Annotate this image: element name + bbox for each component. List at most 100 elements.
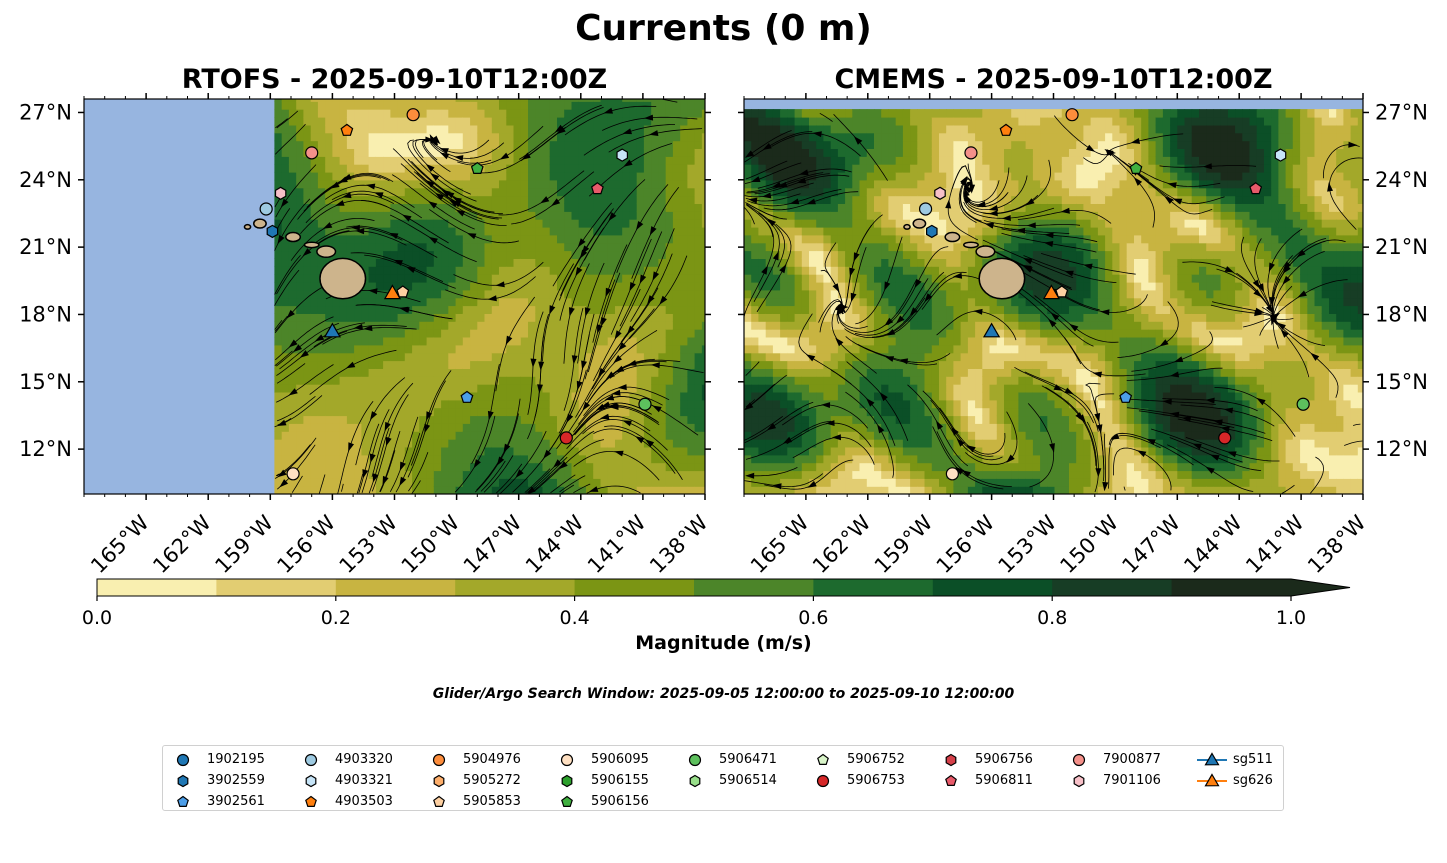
pentagon-marker-icon: [561, 795, 573, 807]
circle-marker-icon: [304, 753, 318, 767]
y-tick-label: 12°N: [19, 437, 72, 461]
x-tick-label: 156°W: [932, 510, 1000, 578]
colorbar-bin: [932, 579, 1053, 596]
cmems-panel-title: CMEMS - 2025-09-10T12:00Z: [834, 64, 1273, 95]
platform-4903503-marker: [340, 123, 354, 136]
platform-4903321-marker: [616, 148, 628, 162]
y-tick-label: 24°N: [19, 168, 72, 192]
colorbar-bin: [574, 579, 695, 596]
pentagon-marker-icon: [433, 795, 445, 807]
platform-5906095-marker: [945, 467, 959, 481]
platform-5906156-marker: [470, 161, 484, 174]
x-tick-label: 153°W: [994, 510, 1062, 578]
circle-marker-icon: [432, 753, 446, 767]
colorbar-tick-label: 0.4: [559, 607, 589, 629]
x-tick-label: 165°W: [746, 510, 814, 578]
circle-marker-icon: [1072, 753, 1086, 767]
colorbar-bin: [455, 579, 576, 596]
rtofs-panel-title: RTOFS - 2025-09-10T12:00Z: [181, 64, 608, 95]
legend-label: 5906471: [719, 752, 777, 767]
island: [912, 218, 927, 229]
platform-3902559-marker: [266, 224, 279, 239]
legend-label: 7901106: [1103, 773, 1161, 788]
platform-5906811-marker: [1249, 182, 1263, 195]
platform-5906095-marker: [286, 467, 300, 481]
platform-5906471-marker: [638, 397, 652, 411]
legend-label: 1902195: [207, 752, 265, 767]
island: [978, 257, 1026, 300]
platform-5906753-marker: [559, 431, 573, 445]
pentagon-marker-icon: [817, 753, 829, 765]
platform-5904976-marker: [406, 108, 420, 122]
x-tick-label: 138°W: [1303, 510, 1371, 578]
legend-label: sg511: [1233, 752, 1273, 767]
platform-5906471-marker: [1296, 397, 1310, 411]
island: [975, 245, 996, 258]
legend-label: 5906155: [591, 773, 649, 788]
legend-label: 5904976: [463, 752, 521, 767]
legend-label: 5906811: [975, 773, 1033, 788]
y-tick-label: 21°N: [1375, 235, 1428, 259]
cmems-map-panel: 165°W162°W159°W156°W153°W150°W147°W144°W…: [738, 93, 1428, 578]
legend-label: 5906752: [847, 752, 905, 767]
platform-5906811-marker: [590, 182, 604, 195]
legend-label: 5906753: [847, 773, 905, 788]
x-tick-label: 156°W: [273, 510, 341, 578]
pentagon-marker-icon: [945, 774, 957, 786]
platform-3902561-marker: [1119, 390, 1133, 403]
legend-label: 5906095: [591, 752, 649, 767]
y-tick-label: 27°N: [1375, 100, 1428, 124]
legend-label: 3902561: [207, 794, 265, 809]
legend-label: 4903321: [335, 773, 393, 788]
circle-marker-icon: [688, 753, 702, 767]
figure-title: Currents (0 m): [575, 8, 872, 49]
legend-label: 5905853: [463, 794, 521, 809]
stream-arrows: [744, 131, 1358, 492]
rtofs-map-panel: 165°W162°W159°W156°W153°W150°W147°W144°W…: [19, 93, 713, 578]
y-tick-label: 21°N: [19, 235, 72, 259]
colorbar-bin: [1052, 579, 1173, 596]
x-tick-label: 141°W: [1241, 510, 1309, 578]
hexagon-marker-icon: [177, 774, 189, 788]
platform-4903321-marker: [1274, 148, 1287, 162]
platform-7901106-marker: [934, 186, 946, 200]
platform-sg511-marker: [323, 322, 342, 338]
island: [962, 241, 979, 249]
legend-label: 3902559: [207, 773, 265, 788]
platform-3902559-marker: [926, 224, 938, 239]
legend-label: 4903503: [335, 794, 393, 809]
hexagon-marker-icon: [433, 774, 445, 788]
colorbar-label: Magnitude (m/s): [635, 632, 812, 654]
platform-4903320-marker: [918, 202, 933, 216]
circle-marker-icon: [176, 753, 190, 767]
platform-5905853-marker: [1055, 285, 1069, 298]
y-tick-label: 15°N: [1375, 370, 1428, 394]
colorbar-extend-arrow: [1291, 579, 1350, 596]
platform-5904976-marker: [1065, 108, 1079, 122]
x-tick-label: 165°W: [86, 510, 154, 578]
platform-4903503-marker: [999, 123, 1013, 136]
y-tick-label: 24°N: [1375, 168, 1428, 192]
x-tick-label: 153°W: [335, 510, 403, 578]
hexagon-marker-icon: [945, 753, 957, 767]
x-tick-label: 159°W: [870, 510, 938, 578]
land-islands: [903, 218, 1026, 300]
y-tick-label: 12°N: [1375, 437, 1428, 461]
colorbar-tick-label: 0.8: [1037, 607, 1067, 629]
pentagon-marker-icon: [177, 795, 189, 807]
colorbar-bin: [813, 579, 934, 596]
island: [303, 241, 320, 249]
x-tick-label: 141°W: [583, 510, 651, 578]
colorbar-tick-label: 0.0: [82, 607, 112, 629]
colorbar-outline: [96, 578, 1351, 597]
hexagon-marker-icon: [1073, 774, 1085, 788]
colorbar-bin: [335, 579, 456, 596]
island: [316, 245, 337, 258]
platform-5906156-marker: [1129, 161, 1143, 174]
platform-3902561-marker: [460, 390, 474, 403]
legend-label: 5906756: [975, 752, 1033, 767]
hexagon-marker-icon: [561, 774, 573, 788]
circle-marker-icon: [816, 774, 830, 788]
colorbar-bin: [1171, 579, 1292, 596]
